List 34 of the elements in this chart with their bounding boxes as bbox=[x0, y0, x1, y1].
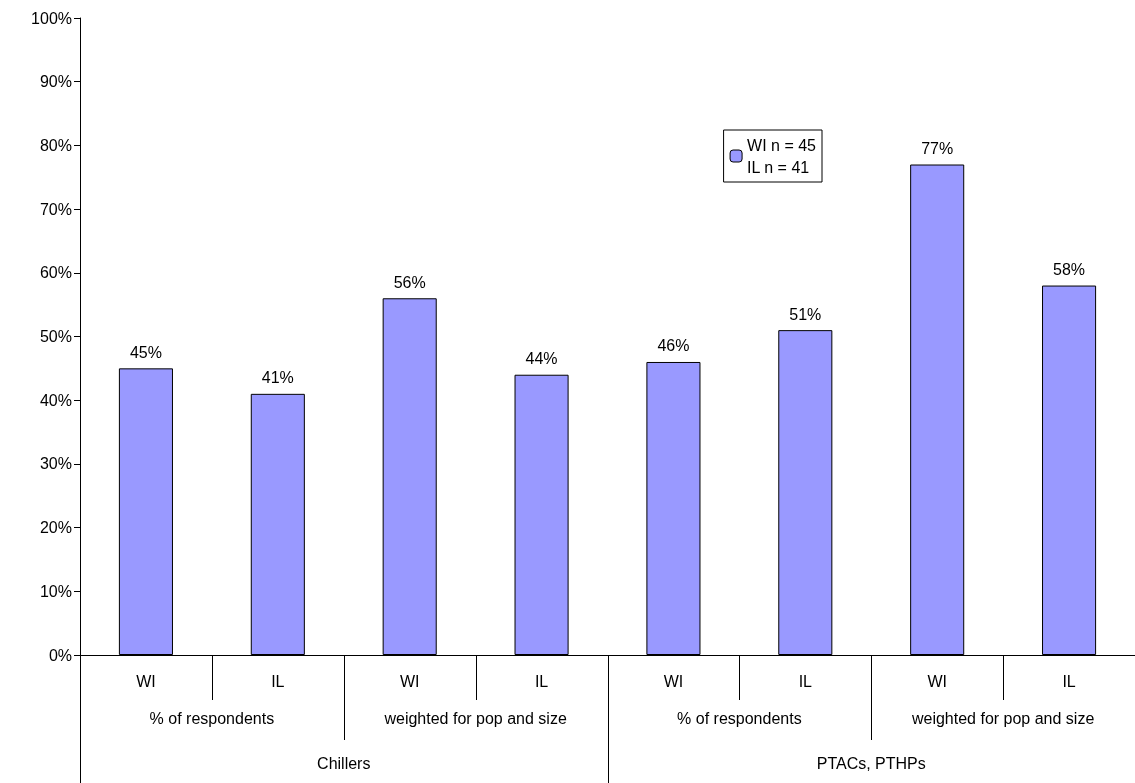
text: Chillers bbox=[316, 755, 372, 773]
y-tick-label: 90% bbox=[39, 73, 72, 91]
x-tick-label: WI bbox=[399, 672, 420, 690]
y-tick-label: 30% bbox=[39, 455, 72, 473]
y-tick-label: 40% bbox=[39, 391, 72, 409]
text: weighted for pop and size bbox=[910, 710, 1096, 728]
y-tick-label: 0% bbox=[48, 646, 72, 664]
data-label: 46% bbox=[657, 337, 690, 355]
data-label: 45% bbox=[129, 343, 162, 361]
x-tick-label: IL bbox=[1062, 672, 1076, 690]
data-label: 56% bbox=[393, 273, 426, 291]
x-tick-label: WI bbox=[927, 672, 947, 690]
x-tick-label: WI bbox=[663, 672, 684, 690]
y-tick-label: 80% bbox=[39, 136, 72, 154]
y-tick-label: 50% bbox=[39, 328, 72, 345]
y-tick-label: 10% bbox=[39, 582, 72, 600]
x-tick-label: IL bbox=[534, 672, 549, 690]
y-tick-label: 20% bbox=[39, 519, 72, 537]
data-label: 44% bbox=[525, 350, 558, 368]
text: % of respondents bbox=[148, 710, 276, 728]
y-tick-label: 60% bbox=[39, 264, 72, 282]
data-label: 58% bbox=[1053, 261, 1086, 279]
x-tick-label: IL bbox=[798, 672, 813, 690]
x-tick-label: IL bbox=[271, 672, 285, 690]
y-tick-label: 70% bbox=[39, 200, 72, 218]
data-label: 77% bbox=[921, 140, 954, 158]
legend-label: WI n = 45 IL n = 41 bbox=[747, 136, 817, 176]
data-label: 51% bbox=[789, 305, 822, 323]
text: weighted for pop and size bbox=[383, 710, 568, 728]
y-tick-label: 100% bbox=[31, 9, 72, 27]
text: % of respondents bbox=[676, 710, 803, 728]
data-label: 41% bbox=[261, 369, 294, 387]
text: PTACs, PTHPs bbox=[815, 755, 927, 773]
x-tick-label: WI bbox=[136, 672, 156, 690]
